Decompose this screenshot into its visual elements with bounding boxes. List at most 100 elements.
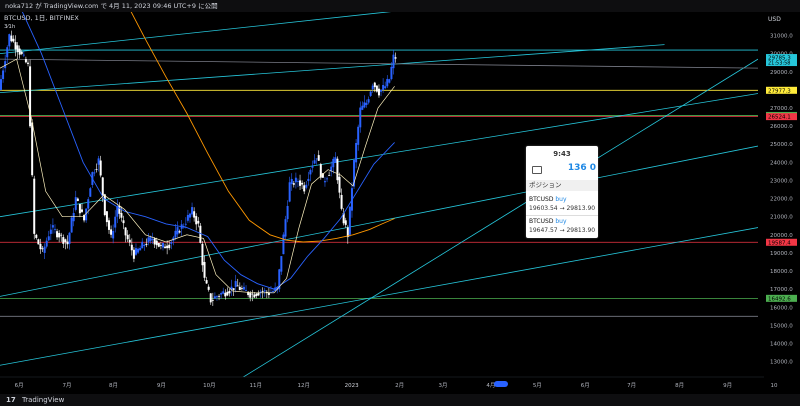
- y-tick-label: 20000.0: [770, 233, 793, 239]
- candle-body: [301, 182, 304, 185]
- candle-body: [43, 246, 46, 253]
- candle-body: [348, 206, 351, 235]
- candle-body: [53, 228, 56, 230]
- y-tick-label: 31000.0: [770, 34, 793, 40]
- y-tick-label: 22000.0: [770, 197, 793, 203]
- trendline-3: [0, 145, 758, 297]
- candle-body: [234, 281, 237, 287]
- candle-body: [195, 216, 198, 225]
- candle-body: [93, 172, 96, 174]
- symbol-label: BTCUSD, 1日, BITFINEX: [4, 14, 79, 22]
- y-tick-label: 29000.0: [770, 70, 793, 76]
- candle-body: [276, 287, 279, 291]
- candle-body: [151, 239, 154, 240]
- price-chart[interactable]: BTCUSD, 1日, BITFINEX 3⁄1h USD 13000.0 14000.…: [0, 12, 800, 394]
- positions-popup[interactable]: 9:43 136 0 ポジション BTCUSD buy 19603.54 → 2…: [526, 146, 598, 238]
- x-tick-label: 8月: [109, 382, 118, 389]
- candle-body: [201, 243, 204, 266]
- candle-body: [311, 165, 314, 168]
- position-2-title[interactable]: BTCUSD buy: [529, 218, 567, 225]
- x-tick-label: 4月: [486, 382, 495, 389]
- candle-body: [47, 236, 50, 241]
- candle-body: [375, 85, 378, 92]
- candle-body: [97, 158, 100, 165]
- candle-body: [392, 54, 395, 69]
- candle-body: [143, 244, 146, 247]
- y-tick-label: 25000.0: [770, 142, 793, 148]
- wallet-icon: [532, 166, 542, 174]
- candle-body: [31, 122, 34, 176]
- candle-body: [141, 241, 144, 249]
- y-tick-label: 17000.0: [770, 287, 793, 293]
- price-tag-3: [766, 113, 797, 121]
- candle-body: [292, 183, 295, 185]
- candle-body: [224, 292, 227, 297]
- candle-body: [89, 188, 92, 197]
- trendline-5: [242, 58, 758, 377]
- candle-body: [10, 35, 13, 42]
- candle-body: [155, 240, 158, 246]
- candle-body: [174, 230, 177, 238]
- candle-body: [342, 213, 345, 224]
- candle-body: [26, 62, 29, 64]
- candle-body: [139, 247, 142, 251]
- x-tick-label: 10月: [203, 382, 216, 389]
- candle-body: [280, 256, 283, 272]
- candle-body: [87, 199, 90, 209]
- candle-body: [6, 47, 9, 58]
- candle-body: [116, 206, 119, 217]
- y-tick-label: 24000.0: [770, 160, 793, 166]
- candle-body: [255, 293, 258, 296]
- candle-body: [58, 232, 61, 238]
- candle-body: [16, 45, 19, 53]
- y-tick-label: 16000.0: [770, 305, 793, 311]
- candle-body: [110, 229, 113, 235]
- candle-body: [12, 38, 15, 42]
- y-tick-label: 14000.0: [770, 341, 793, 347]
- y-tick-label: 18000.0: [770, 269, 793, 275]
- candle-body: [64, 239, 67, 243]
- replay-marker: [494, 381, 508, 387]
- candle-body: [33, 178, 36, 234]
- candle-body: [232, 288, 235, 290]
- candle-body: [303, 185, 306, 192]
- trendline-4: [0, 227, 758, 366]
- tradingview-footer: 17 TradingView: [0, 394, 800, 406]
- candle-body: [257, 292, 260, 296]
- publish-text: noka712 が TradingView.com で 4月 11, 2023 …: [5, 2, 218, 10]
- price-tag-4: [766, 238, 797, 246]
- x-tick-label: 2月: [395, 382, 404, 389]
- position-1-title[interactable]: BTCUSD buy: [529, 196, 567, 203]
- candle-body: [238, 286, 241, 290]
- candle-body: [56, 231, 59, 238]
- x-tick-label: 7月: [627, 382, 636, 389]
- candle-body: [211, 300, 214, 301]
- candle-body: [120, 213, 123, 218]
- candle-body: [267, 292, 270, 295]
- candle-body: [168, 244, 171, 249]
- x-tick-label: 9月: [157, 382, 166, 389]
- candle-body: [328, 175, 331, 176]
- popup-time: 9:43: [553, 150, 571, 158]
- trendline-0: [0, 12, 392, 55]
- candle-body: [380, 89, 383, 92]
- candle-body: [107, 220, 110, 230]
- tradingview-brand: TradingView: [22, 396, 65, 404]
- candle-body: [259, 291, 262, 293]
- trendline-6: [0, 58, 758, 69]
- candle-body: [305, 184, 308, 188]
- position-1-side: buy: [555, 196, 567, 203]
- candle-body: [161, 242, 164, 248]
- x-tick-label: 12月: [297, 382, 310, 389]
- candle-body: [274, 287, 277, 291]
- candle-body: [346, 227, 349, 238]
- candle-body: [205, 280, 208, 284]
- candle-body: [278, 269, 281, 290]
- candle-body: [2, 70, 5, 80]
- candle-body: [83, 214, 86, 221]
- x-tick-label: 5月: [533, 382, 542, 389]
- candle-body: [334, 157, 337, 163]
- candle-body: [338, 176, 341, 193]
- candle-body: [261, 290, 264, 292]
- currency-label: USD: [768, 16, 781, 23]
